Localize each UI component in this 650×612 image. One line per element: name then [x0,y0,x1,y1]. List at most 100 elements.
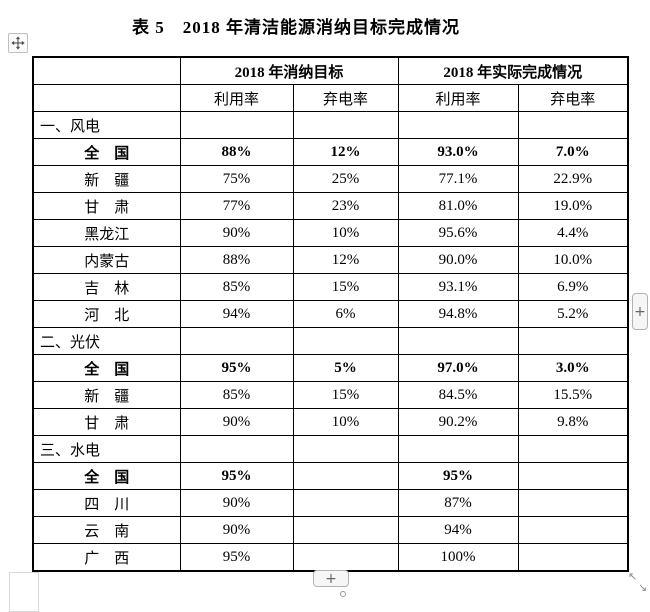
value-cell [292,462,399,490]
region-cell: 河 北 [32,300,181,328]
data-row: 新 疆 75% 25% 77.1% 22.9% [32,165,629,193]
empty-cell [397,435,519,463]
value-cell [517,462,629,490]
data-row: 黑龙江 90% 10% 95.6% 4.4% [32,219,629,247]
region-cell: 云 南 [32,516,181,544]
value-cell: 93.0% [397,138,519,166]
header-sub-row: 利用率 弃电率 利用率 弃电率 [32,84,629,112]
empty-cell [179,435,294,463]
empty-cell [397,111,519,139]
value-cell: 5% [292,354,399,382]
value-cell: 10% [292,408,399,436]
value-cell: 90% [179,516,294,544]
value-cell: 25% [292,165,399,193]
subheader-utilization-actual: 利用率 [397,84,519,112]
header-group-actual: 2018 年实际完成情况 [397,56,629,85]
value-cell: 94% [179,300,294,328]
value-cell [292,489,399,517]
value-cell: 93.1% [397,273,519,301]
bottom-plus-button[interactable]: + [313,570,349,587]
value-cell: 85% [179,273,294,301]
table-move-handle[interactable] [8,33,28,53]
data-row: 甘 肃 77% 23% 81.0% 19.0% [32,192,629,220]
region-cell: 全 国 [32,138,181,166]
region-cell: 黑龙江 [32,219,181,247]
region-cell: 吉 林 [32,273,181,301]
value-cell: 3.0% [517,354,629,382]
region-cell: 新 疆 [32,165,181,193]
value-cell: 77% [179,192,294,220]
region-cell: 四 川 [32,489,181,517]
region-cell: 广 西 [32,543,181,572]
value-cell: 90.0% [397,246,519,274]
value-cell: 23% [292,192,399,220]
value-cell: 6% [292,300,399,328]
value-cell: 77.1% [397,165,519,193]
value-cell: 95% [397,462,519,490]
data-row: 云 南 90% 94% [32,516,629,544]
resize-arrow-se-icon: ↘ [638,581,648,594]
value-cell: 88% [179,138,294,166]
value-cell: 15.5% [517,381,629,409]
value-cell: 88% [179,246,294,274]
value-cell: 12% [292,138,399,166]
anchor-dot [340,591,346,597]
value-cell [292,516,399,544]
value-cell: 90.2% [397,408,519,436]
consumption-table: 2018 年消纳目标 2018 年实际完成情况 利用率 弃电率 利用率 弃电率 … [32,56,630,572]
value-cell [517,489,629,517]
value-cell: 95% [179,543,294,572]
region-cell: 全 国 [32,354,181,382]
empty-cell [292,435,399,463]
region-cell: 甘 肃 [32,408,181,436]
value-cell: 94% [397,516,519,544]
region-cell: 新 疆 [32,381,181,409]
section-header-row: 二、光伏 [32,327,629,355]
value-cell: 15% [292,273,399,301]
empty-cell [292,327,399,355]
value-cell: 84.5% [397,381,519,409]
plus-icon: + [325,570,337,587]
value-cell: 10% [292,219,399,247]
region-cell: 内蒙古 [32,246,181,274]
header-group-row: 2018 年消纳目标 2018 年实际完成情况 [32,56,629,85]
data-row: 四 川 90% 87% [32,489,629,517]
subheader-curtailment-actual: 弃电率 [517,84,629,112]
data-row: 河 北 94% 6% 94.8% 5.2% [32,300,629,328]
empty-cell [179,111,294,139]
value-cell: 85% [179,381,294,409]
data-row: 全 国 88% 12% 93.0% 7.0% [32,138,629,166]
section-header-row: 三、水电 [32,435,629,463]
right-plus-button[interactable]: + [632,293,648,330]
empty-header-cell [32,84,181,112]
section-label-cell: 二、光伏 [32,327,181,355]
move-cross-icon [11,36,25,50]
empty-cell [517,435,629,463]
resize-arrow-nw-icon: ↖ [628,570,638,583]
value-cell: 10.0% [517,246,629,274]
value-cell: 81.0% [397,192,519,220]
value-cell: 19.0% [517,192,629,220]
data-row: 全 国 95% 5% 97.0% 3.0% [32,354,629,382]
value-cell [292,543,399,572]
value-cell: 95% [179,354,294,382]
value-cell: 6.9% [517,273,629,301]
empty-cell [397,327,519,355]
data-row: 吉 林 85% 15% 93.1% 6.9% [32,273,629,301]
section-label-cell: 一、风电 [32,111,181,139]
region-cell: 甘 肃 [32,192,181,220]
value-cell: 100% [397,543,519,572]
region-cell: 全 国 [32,462,181,490]
value-cell: 5.2% [517,300,629,328]
value-cell [517,543,629,572]
data-row: 甘 肃 90% 10% 90.2% 9.8% [32,408,629,436]
header-group-target: 2018 年消纳目标 [179,56,399,85]
value-cell: 95.6% [397,219,519,247]
value-cell: 95% [179,462,294,490]
plus-icon: + [634,303,646,320]
data-row: 内蒙古 88% 12% 90.0% 10.0% [32,246,629,274]
value-cell: 12% [292,246,399,274]
table-resize-handle[interactable]: ↖ ↘ [627,570,650,596]
subheader-utilization-target: 利用率 [179,84,294,112]
value-cell: 94.8% [397,300,519,328]
